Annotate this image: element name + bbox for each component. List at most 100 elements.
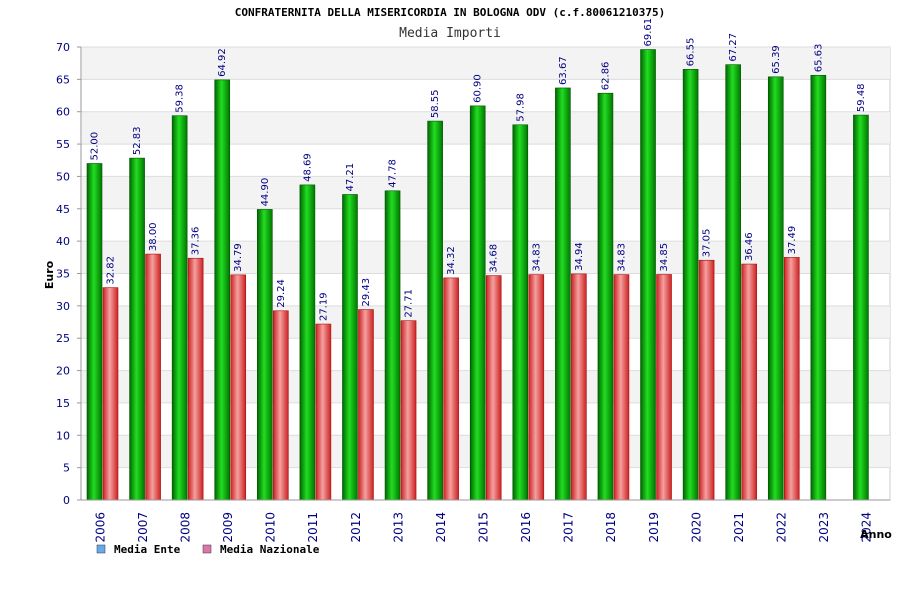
data-label-media-ente-2023: 65.63 <box>813 44 824 73</box>
y-tick-label: 60 <box>56 106 70 119</box>
bar-media-ente-2019 <box>640 49 656 501</box>
bar-media-nazionale-2012 <box>358 309 374 501</box>
bar-media-ente-2016 <box>512 124 529 501</box>
bar-media-nazionale-2007 <box>145 253 161 501</box>
y-tick-label: 70 <box>56 41 70 54</box>
data-label-media-ente-2010: 44.90 <box>260 178 271 207</box>
data-label-media-ente-2019: 69.61 <box>643 18 654 47</box>
data-label-media-nazionale-2014: 34.32 <box>446 246 457 275</box>
legend-swatch-media-ente <box>96 544 106 554</box>
data-label-media-ente-2024: 59.48 <box>856 83 867 112</box>
x-tick-label-2024: 2024 <box>860 512 874 543</box>
data-label-media-nazionale-2006: 32.82 <box>106 256 117 285</box>
data-label-media-nazionale-2007: 38.00 <box>148 222 159 251</box>
bar-media-ente-2017 <box>555 87 571 501</box>
chart-title: CONFRATERNITA DELLA MISERICORDIA IN BOLO… <box>235 6 665 19</box>
data-label-media-ente-2020: 66.55 <box>686 38 697 67</box>
bar-media-ente-2006 <box>86 163 103 501</box>
y-tick-label: 10 <box>56 429 70 442</box>
legend-label-media-nazionale: Media Nazionale <box>220 543 320 556</box>
data-label-media-ente-2015: 60.90 <box>473 74 484 103</box>
bar-media-ente-2015 <box>469 105 486 501</box>
bar-media-nazionale-2017 <box>571 273 587 501</box>
bar-media-nazionale-2016 <box>528 274 545 501</box>
y-tick-label: 55 <box>56 138 70 151</box>
bar-media-nazionale-2020 <box>698 259 715 501</box>
bar-media-ente-2013 <box>384 190 401 501</box>
data-label-media-ente-2017: 63.67 <box>558 56 569 85</box>
data-label-media-ente-2009: 64.92 <box>217 48 228 77</box>
x-tick-label-2007: 2007 <box>136 512 150 543</box>
data-label-media-nazionale-2012: 29.43 <box>361 278 372 307</box>
bar-media-nazionale-2021 <box>741 263 757 501</box>
bar-media-nazionale-2019 <box>656 274 672 501</box>
y-tick-label: 35 <box>56 268 70 281</box>
bar-media-ente-2024 <box>853 114 869 501</box>
bar-media-nazionale-2014 <box>443 277 459 501</box>
x-tick-label-2021: 2021 <box>732 512 746 543</box>
data-label-media-ente-2011: 48.69 <box>302 153 313 182</box>
x-tick-label-2023: 2023 <box>817 512 831 543</box>
data-label-media-nazionale-2021: 36.46 <box>744 232 755 261</box>
bar-media-ente-2008 <box>171 115 188 501</box>
x-tick-label-2016: 2016 <box>519 512 533 543</box>
data-label-media-nazionale-2015: 34.68 <box>489 244 500 273</box>
data-label-media-ente-2006: 52.00 <box>90 132 101 161</box>
data-label-media-nazionale-2013: 27.71 <box>404 289 415 318</box>
bar-media-ente-2009 <box>214 79 231 501</box>
data-label-media-ente-2008: 59.38 <box>175 84 186 113</box>
data-label-media-ente-2016: 57.98 <box>515 93 526 122</box>
data-label-media-ente-2022: 65.39 <box>771 45 782 74</box>
y-tick-label: 40 <box>56 235 70 248</box>
data-label-media-nazionale-2017: 34.94 <box>574 242 585 271</box>
y-tick-label: 15 <box>56 397 70 410</box>
bar-media-ente-2020 <box>682 69 699 501</box>
x-tick-label-2019: 2019 <box>647 512 661 543</box>
grid-band <box>82 47 890 80</box>
x-tick-label-2018: 2018 <box>604 512 618 543</box>
data-label-media-nazionale-2016: 34.83 <box>531 243 542 272</box>
data-label-media-ente-2014: 58.55 <box>430 89 441 118</box>
x-tick-label-2014: 2014 <box>434 512 448 543</box>
y-tick-label: 65 <box>56 73 70 86</box>
y-tick-label: 50 <box>56 170 70 183</box>
data-label-media-ente-2013: 47.78 <box>388 159 399 188</box>
bar-media-nazionale-2009 <box>230 274 247 501</box>
bar-media-ente-2014 <box>427 120 443 501</box>
data-label-media-nazionale-2008: 37.36 <box>191 227 202 256</box>
bar-media-ente-2011 <box>299 184 316 501</box>
x-tick-label-2015: 2015 <box>477 512 491 543</box>
bar-media-ente-2021 <box>725 64 741 501</box>
y-tick-label: 25 <box>56 332 70 345</box>
data-label-media-ente-2007: 52.83 <box>132 126 143 155</box>
data-label-media-ente-2021: 67.27 <box>728 33 739 62</box>
data-labels: 52.00 32.82 52.83 38.00 59.38 37.36 64.92 34.79… <box>90 18 867 321</box>
x-tick-label-2008: 2008 <box>178 512 192 543</box>
chart-subtitle: Media Importi <box>399 26 501 41</box>
x-tick-label-2020: 2020 <box>689 512 703 543</box>
data-label-media-nazionale-2009: 34.79 <box>233 243 244 272</box>
x-tick-label-2013: 2013 <box>391 512 405 543</box>
bar-media-ente-2012 <box>342 194 358 501</box>
bar-media-nazionale-2010 <box>273 310 289 501</box>
bars <box>86 49 869 501</box>
data-label-media-nazionale-2011: 27.19 <box>318 292 329 321</box>
y-tick-label: 45 <box>56 203 70 216</box>
bar-media-nazionale-2018 <box>613 274 630 501</box>
x-tick-label-2010: 2010 <box>264 512 278 543</box>
bar-media-nazionale-2006 <box>102 287 119 501</box>
data-label-media-nazionale-2019: 34.85 <box>659 243 670 272</box>
x-axis-label: Anno <box>860 528 892 541</box>
x-tick-label-2009: 2009 <box>221 512 235 543</box>
x-tick-label-2011: 2011 <box>306 512 320 543</box>
bar-media-nazionale-2008 <box>187 257 204 501</box>
x-tick-label-2022: 2022 <box>775 512 789 543</box>
legend-label-media-ente: Media Ente <box>114 543 181 556</box>
bar-media-nazionale-2015 <box>485 275 502 501</box>
bar-media-nazionale-2013 <box>400 320 417 501</box>
bar-media-ente-2023 <box>810 74 827 501</box>
bar-media-ente-2010 <box>257 209 273 501</box>
bar-media-ente-2022 <box>767 76 784 501</box>
data-label-media-nazionale-2018: 34.83 <box>616 243 627 272</box>
